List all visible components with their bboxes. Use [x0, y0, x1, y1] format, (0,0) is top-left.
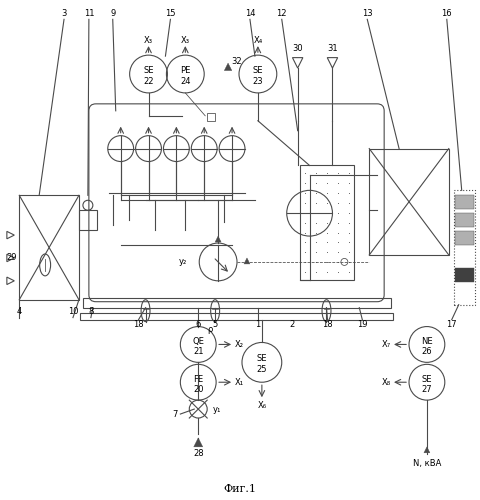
- Text: 8: 8: [88, 307, 94, 316]
- Text: 18: 18: [322, 320, 333, 329]
- Text: 28: 28: [193, 450, 204, 458]
- Text: 2: 2: [289, 320, 294, 329]
- Bar: [79, 210, 97, 230]
- Text: 1: 1: [255, 320, 261, 329]
- Text: 11: 11: [84, 9, 94, 18]
- Text: y₂: y₂: [179, 258, 187, 266]
- Text: 4: 4: [17, 307, 22, 316]
- Text: 12: 12: [276, 9, 287, 18]
- Text: 17: 17: [446, 320, 457, 329]
- Bar: [83, 298, 391, 308]
- Polygon shape: [215, 236, 221, 242]
- Text: 30: 30: [292, 44, 303, 52]
- Text: 26: 26: [421, 347, 432, 356]
- Text: X₆: X₆: [257, 400, 266, 409]
- Bar: [455, 231, 474, 245]
- Bar: [207, 113, 215, 121]
- Text: 32: 32: [232, 56, 242, 66]
- Bar: [80, 312, 393, 320]
- Text: 23: 23: [252, 76, 263, 86]
- Polygon shape: [424, 447, 430, 453]
- Text: 20: 20: [193, 384, 204, 394]
- Text: 15: 15: [165, 9, 176, 18]
- Polygon shape: [194, 438, 203, 447]
- Bar: [455, 213, 474, 227]
- Text: SE: SE: [421, 374, 432, 384]
- Text: 3: 3: [61, 9, 67, 18]
- Text: 10: 10: [68, 307, 78, 316]
- Text: 29: 29: [6, 254, 17, 262]
- Text: 31: 31: [327, 44, 338, 52]
- Text: 7: 7: [173, 410, 178, 418]
- Text: Фиг.1: Фиг.1: [224, 484, 256, 494]
- Text: 5: 5: [213, 320, 218, 329]
- Bar: [455, 196, 474, 209]
- Bar: [19, 196, 79, 300]
- Text: 14: 14: [245, 9, 255, 18]
- Text: N, кВА: N, кВА: [413, 460, 441, 468]
- Text: 13: 13: [362, 9, 372, 18]
- Text: X₈: X₈: [382, 378, 391, 386]
- Text: 6: 6: [195, 320, 201, 329]
- Text: 21: 21: [193, 347, 204, 356]
- Text: 18: 18: [133, 320, 144, 329]
- Text: 24: 24: [180, 76, 191, 86]
- Text: SE: SE: [252, 66, 263, 75]
- Polygon shape: [224, 63, 232, 70]
- Text: y₁: y₁: [213, 404, 222, 413]
- Text: X₇: X₇: [382, 340, 391, 349]
- Polygon shape: [244, 258, 250, 264]
- Bar: [300, 166, 354, 280]
- Text: 22: 22: [144, 76, 154, 86]
- Bar: [455, 268, 474, 282]
- Bar: [369, 148, 449, 255]
- Text: X₃: X₃: [181, 36, 190, 44]
- Text: 27: 27: [421, 384, 432, 394]
- Text: NE: NE: [421, 336, 433, 345]
- Text: QE: QE: [192, 336, 204, 345]
- Text: SE: SE: [144, 66, 154, 75]
- Text: ρ: ρ: [207, 325, 213, 334]
- Text: FE: FE: [193, 374, 204, 384]
- Text: 25: 25: [257, 366, 267, 374]
- Text: SE: SE: [257, 354, 267, 364]
- Text: X₃: X₃: [144, 36, 153, 44]
- Text: X₄: X₄: [253, 36, 263, 44]
- Bar: [454, 190, 475, 304]
- Text: X₁: X₁: [234, 378, 243, 386]
- Text: X₂: X₂: [235, 340, 243, 349]
- Text: PE: PE: [180, 66, 191, 75]
- Text: 16: 16: [442, 9, 452, 18]
- Text: 9: 9: [110, 9, 115, 18]
- Text: 19: 19: [357, 320, 368, 329]
